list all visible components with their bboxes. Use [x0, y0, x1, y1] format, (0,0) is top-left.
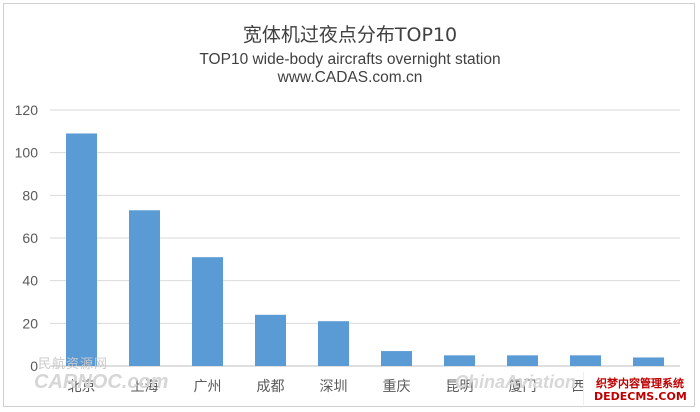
x-tick-label: 上海: [131, 379, 159, 395]
bar: [507, 355, 538, 366]
x-tick-label: 厦门: [509, 379, 537, 395]
watermark-carnoc: CARNOC.com: [34, 371, 169, 393]
dedecms-badge[interactable]: 织梦内容管理系统 DEDECMS.COM: [583, 372, 694, 405]
source-url: www.CADAS.com.cn: [277, 69, 423, 86]
watermark-chinaaviation: ChinaAviation: [455, 372, 577, 392]
y-tick-label: 100: [15, 145, 39, 161]
bar: [570, 355, 601, 366]
x-tick-label: 北京: [68, 379, 96, 395]
bar: [192, 257, 223, 366]
bar: [318, 321, 349, 366]
chart-title: 宽体机过夜点分布TOP10: [242, 24, 458, 46]
y-tick-label: 80: [22, 187, 38, 203]
bar: [444, 355, 475, 366]
bar: [381, 351, 412, 366]
chart-subtitle: TOP10 wide-body aircrafts overnight stat…: [199, 51, 501, 68]
x-tick-label: 广州: [194, 379, 222, 395]
bar: [633, 357, 664, 366]
badge-line2: DEDECMS.COM: [594, 390, 687, 403]
badge-line1: 织梦内容管理系统: [596, 377, 684, 390]
y-tick-label: 20: [22, 315, 38, 331]
bar: [66, 133, 97, 366]
y-tick-label: 60: [22, 230, 38, 246]
bar: [255, 314, 286, 366]
y-tick-label: 40: [22, 273, 38, 289]
y-tick-label: 120: [15, 102, 39, 118]
x-tick-label: 重庆: [383, 379, 411, 395]
watermark-cn: 民航资源网: [38, 357, 109, 372]
y-tick-label: 0: [30, 358, 38, 374]
bar: [129, 210, 160, 366]
x-tick-label: 深圳: [320, 379, 348, 395]
x-tick-label: 成都: [257, 379, 285, 395]
x-tick-label: 昆明: [446, 379, 474, 395]
